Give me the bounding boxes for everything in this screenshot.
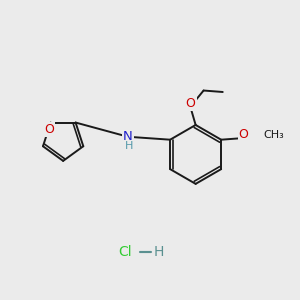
Text: O: O	[238, 128, 248, 141]
Text: CH₃: CH₃	[263, 130, 284, 140]
Text: Cl: Cl	[118, 244, 132, 259]
Text: O: O	[44, 122, 54, 136]
Text: N: N	[123, 130, 133, 143]
Text: H: H	[125, 141, 134, 151]
Text: O: O	[186, 97, 196, 110]
Text: H: H	[154, 244, 164, 259]
